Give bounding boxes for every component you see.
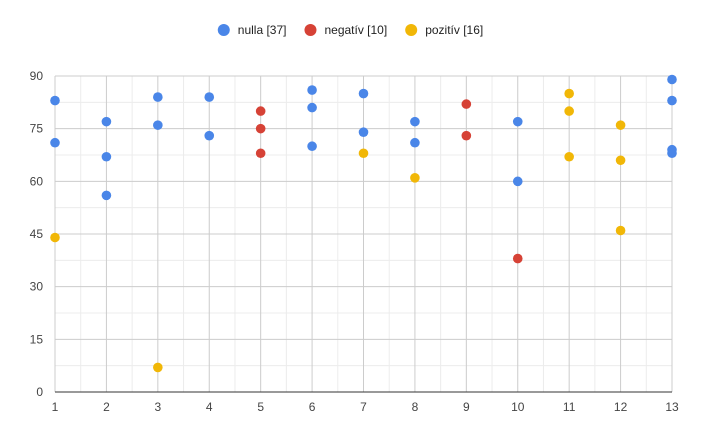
data-point bbox=[153, 120, 163, 130]
data-point bbox=[255, 123, 266, 134]
legend-label: negatív [10] bbox=[324, 23, 387, 37]
data-point bbox=[255, 148, 266, 159]
y-tick-label: 45 bbox=[30, 227, 44, 241]
data-point bbox=[307, 141, 317, 152]
y-tick-label: 60 bbox=[30, 174, 44, 188]
data-point bbox=[358, 148, 369, 159]
y-tick-label: 75 bbox=[30, 122, 44, 136]
x-axis-ticks: 1 2 3 4 5 6 7 8 9 10 11 12 13 bbox=[52, 400, 679, 414]
data-point bbox=[564, 106, 574, 116]
x-tick-label: 11 bbox=[563, 400, 576, 414]
x-tick-label: 12 bbox=[614, 400, 628, 414]
data-point bbox=[564, 151, 574, 162]
legend-label: pozitív [16] bbox=[425, 23, 483, 37]
y-tick-label: 90 bbox=[30, 69, 44, 83]
data-point bbox=[615, 155, 626, 166]
data-point bbox=[667, 148, 677, 159]
data-point bbox=[307, 85, 317, 95]
y-tick-label: 0 bbox=[36, 385, 43, 399]
data-point bbox=[153, 92, 163, 102]
data-point bbox=[50, 137, 60, 148]
x-tick-label: 5 bbox=[257, 400, 264, 414]
x-tick-label: 10 bbox=[511, 400, 525, 414]
x-tick-label: 4 bbox=[206, 400, 213, 414]
data-point bbox=[461, 99, 472, 109]
x-tick-label: 3 bbox=[154, 400, 161, 414]
data-point bbox=[667, 95, 677, 106]
x-tick-label: 13 bbox=[665, 400, 679, 414]
data-point bbox=[50, 95, 60, 106]
data-point bbox=[410, 116, 420, 127]
data-point bbox=[101, 190, 112, 201]
legend: nulla [37] negatív [10] pozitív [16] bbox=[217, 23, 483, 37]
data-point bbox=[50, 232, 60, 243]
data-point bbox=[512, 116, 523, 127]
legend-label: nulla [37] bbox=[238, 23, 287, 37]
data-point bbox=[101, 116, 112, 127]
x-tick-label: 2 bbox=[103, 400, 110, 414]
data-point bbox=[564, 88, 574, 99]
legend-marker bbox=[217, 24, 230, 36]
data-points bbox=[50, 74, 677, 373]
data-point bbox=[307, 102, 317, 113]
data-point bbox=[410, 137, 420, 148]
data-point bbox=[512, 253, 523, 264]
y-axis-ticks: 0 15 30 45 60 75 90 bbox=[30, 69, 44, 399]
major-gridlines bbox=[54, 75, 673, 392]
x-tick-label: 1 bbox=[52, 400, 59, 414]
data-point bbox=[358, 127, 369, 137]
data-point bbox=[358, 88, 369, 99]
x-tick-label: 8 bbox=[412, 400, 419, 414]
x-tick-label: 7 bbox=[360, 400, 367, 414]
data-point bbox=[101, 151, 112, 162]
data-point bbox=[204, 130, 215, 141]
data-point bbox=[615, 120, 626, 130]
x-tick-label: 6 bbox=[309, 400, 316, 414]
data-point bbox=[512, 176, 523, 187]
data-point bbox=[615, 225, 626, 236]
y-tick-label: 15 bbox=[30, 332, 44, 346]
data-point bbox=[153, 362, 163, 373]
data-point bbox=[204, 92, 215, 102]
y-tick-label: 30 bbox=[30, 280, 44, 294]
data-point bbox=[255, 106, 266, 116]
data-point bbox=[667, 74, 677, 85]
data-point bbox=[461, 130, 472, 141]
data-point bbox=[410, 173, 420, 183]
legend-marker bbox=[304, 24, 317, 36]
legend-marker bbox=[405, 24, 418, 36]
x-tick-label: 9 bbox=[463, 400, 470, 414]
